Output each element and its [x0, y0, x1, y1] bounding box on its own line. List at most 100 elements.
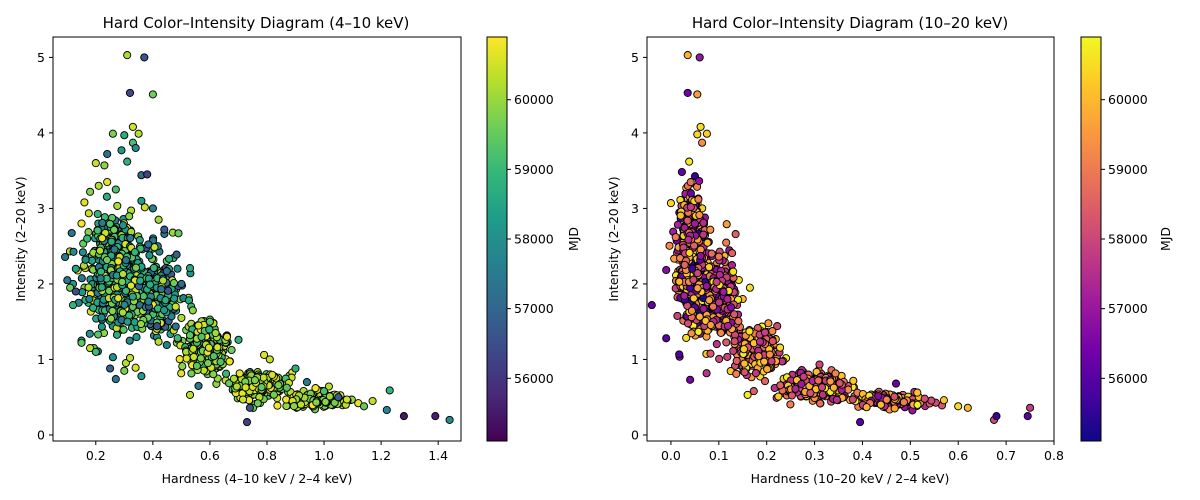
scatter-point [238, 395, 248, 404]
chart-title: Hard Color–Intensity Diagram (10–20 keV) [692, 14, 1008, 32]
scatter-point [265, 355, 274, 364]
scatter-point [686, 202, 695, 212]
scatter-point [93, 226, 102, 235]
scatter-point [111, 375, 120, 384]
x-tick-label: 0.7 [996, 448, 1016, 463]
scatter-point [94, 181, 103, 190]
scatter-point [729, 346, 738, 356]
scatter-point [134, 129, 143, 138]
colorbar-tick-label: 59000 [514, 162, 554, 177]
scatter-points [61, 51, 454, 427]
scatter-point [399, 412, 408, 421]
scatter-point [162, 340, 171, 350]
colorbar-tick-label: 60000 [1108, 92, 1148, 107]
scatter-point [685, 248, 694, 257]
colorbar: 56000 57000 58000 59000 60000 MJD [486, 36, 581, 442]
scatter-point [687, 306, 696, 315]
x-tick-label: 0.6 [948, 448, 968, 463]
scatter-point [722, 338, 731, 347]
scatter-point [739, 345, 748, 354]
y-axis-ticks: 0 1 2 3 4 5 [37, 50, 53, 442]
scatter-point [119, 325, 128, 334]
scatter-point [764, 319, 773, 328]
scatter-point [97, 313, 106, 322]
scatter-point [330, 398, 339, 407]
scatter-point [114, 294, 123, 303]
scatter-point [690, 219, 699, 228]
x-tick-label: 0.6 [200, 448, 220, 463]
scatter-point [686, 178, 695, 187]
scatter-point [86, 187, 95, 196]
scatter-point [194, 321, 203, 330]
y-tick-label: 0 [37, 427, 45, 442]
scatter-point [97, 283, 106, 292]
scatter-point [745, 327, 754, 336]
y-tick-label: 4 [631, 125, 639, 140]
scatter-point [662, 334, 671, 343]
scatter-point [209, 370, 218, 379]
colorbar-label: MJD [566, 227, 581, 251]
scatter-point [702, 282, 711, 291]
scatter-point [385, 386, 394, 395]
scatter-point [61, 252, 70, 262]
scatter-point [93, 209, 102, 219]
scatter-point [91, 347, 100, 356]
scatter-point [97, 322, 106, 331]
scatter-point [844, 385, 853, 394]
scatter-point [675, 350, 684, 359]
scatter-point [431, 412, 440, 421]
scatter-point [136, 244, 145, 253]
colorbar-tick-label: 57000 [1108, 301, 1148, 316]
scatter-point [671, 233, 680, 242]
scatter-point [173, 334, 182, 343]
scatter-point [727, 261, 737, 270]
y-tick-label: 3 [37, 201, 45, 216]
colorbar: 56000 57000 58000 59000 60000 MJD [1080, 36, 1173, 442]
scatter-point [118, 269, 128, 279]
scatter-point [687, 329, 696, 338]
scatter-point [913, 400, 922, 409]
scatter-point [125, 353, 135, 362]
scatter-point [682, 333, 691, 342]
y-tick-label: 4 [37, 125, 45, 140]
scatter-point [694, 195, 703, 204]
scatter-point [1026, 403, 1035, 412]
scatter-point [786, 400, 795, 409]
scatter-point [177, 279, 186, 288]
scatter-point [268, 370, 277, 379]
scatter-point [321, 397, 330, 406]
scatter-point [123, 157, 132, 166]
scatter-point [740, 368, 749, 377]
scatter-point [171, 322, 180, 331]
scatter-point [69, 247, 78, 256]
scatter-point [227, 345, 236, 355]
scatter-point [78, 248, 87, 257]
scatter-point [159, 276, 168, 285]
scatter-point [77, 219, 86, 228]
scatter-point [136, 276, 145, 285]
scatter-point [686, 189, 695, 198]
scatter-point [445, 415, 454, 424]
scatter-point [117, 146, 126, 155]
scatter-point [112, 330, 122, 339]
scatter-point [67, 228, 76, 238]
x-tick-label: 0.3 [805, 448, 825, 463]
scatter-point [699, 304, 708, 313]
scatter-point [826, 377, 835, 386]
scatter-point [874, 391, 883, 401]
scatter-point [182, 354, 191, 363]
scatter-point [120, 366, 129, 375]
scatter-point [732, 356, 741, 365]
scatter-point [715, 354, 724, 363]
scatter-point [98, 234, 107, 243]
scatter-point [797, 379, 806, 389]
scatter-point [891, 379, 901, 388]
scatter-point [705, 296, 714, 305]
scatter-point [209, 352, 218, 361]
x-tick-label: 0.5 [900, 448, 920, 463]
scatter-point [77, 274, 86, 283]
scatter-point [806, 388, 815, 398]
y-axis-ticks: 0 1 2 3 4 5 [631, 50, 647, 442]
scatter-point [194, 381, 203, 390]
scatter-panel-right: Hard Color–Intensity Diagram (10–20 keV)… [606, 14, 1173, 486]
